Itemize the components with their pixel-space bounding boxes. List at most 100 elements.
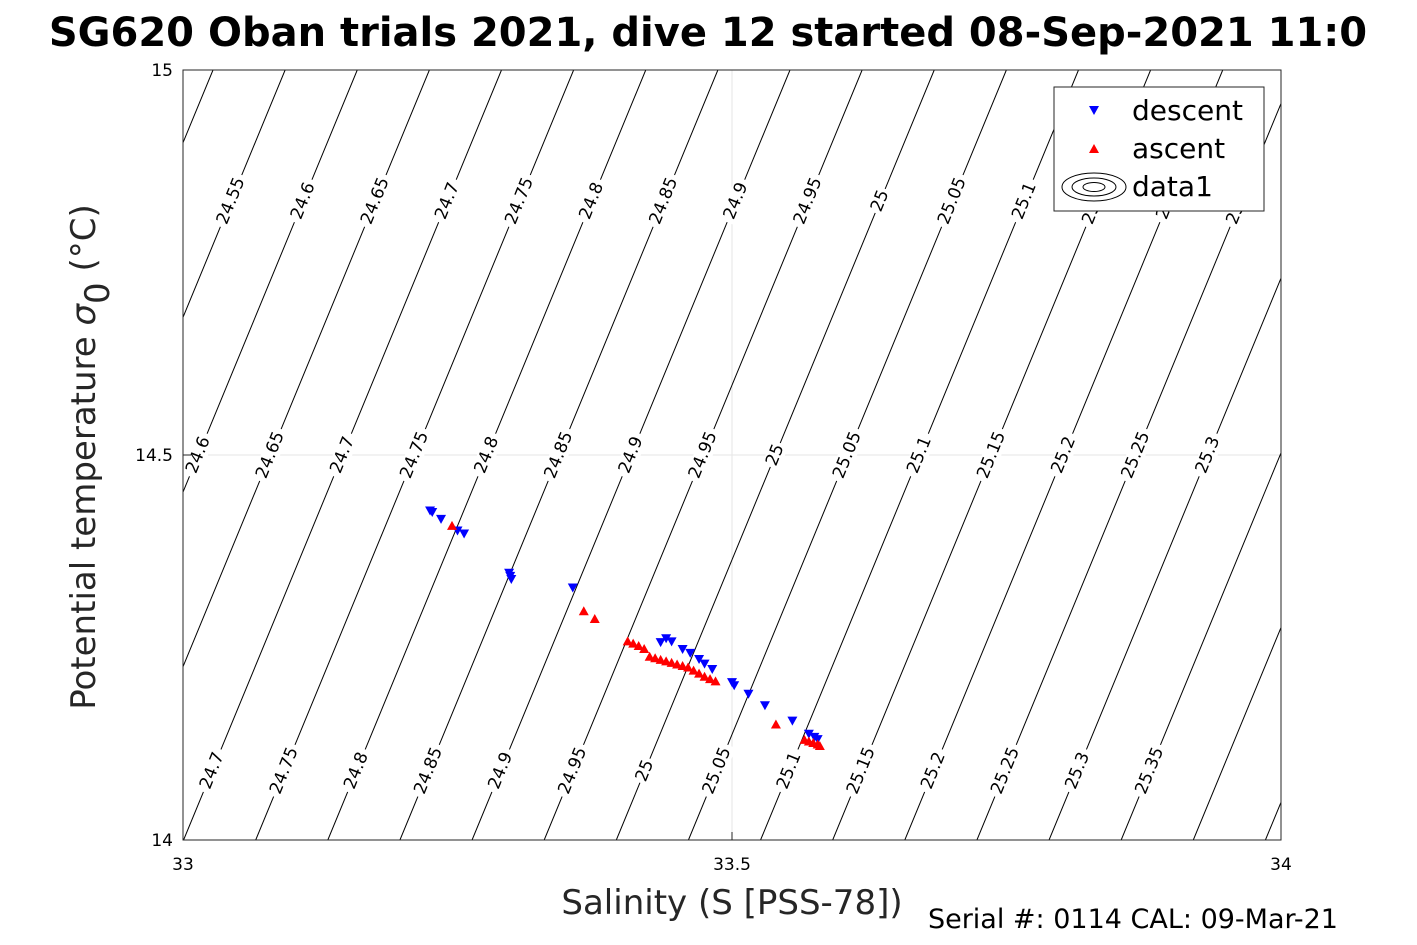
y-axis-ticks: 14 14.5 15 xyxy=(135,61,191,851)
isopycnal-label-bg xyxy=(553,741,592,801)
y-tick-label: 14 xyxy=(151,831,173,851)
isopycnal-line xyxy=(1120,451,1281,840)
ascent-point xyxy=(683,662,694,672)
descent-point xyxy=(666,637,677,647)
isopycnal-label-bg xyxy=(902,430,937,480)
y-tick-label: 14.5 xyxy=(135,446,173,466)
x-axis-label: Salinity (S [PSS-78]) xyxy=(561,883,902,923)
isopycnal-label-bg xyxy=(1060,746,1095,796)
ascent-point xyxy=(694,668,705,678)
isopycnal-label-bg xyxy=(212,171,250,231)
ascent-point xyxy=(639,644,650,654)
ascent-point xyxy=(672,659,683,669)
descent-point xyxy=(506,574,517,584)
isopycnal-label-bg xyxy=(789,171,827,231)
descent-point xyxy=(685,648,696,658)
legend-ascent-label: ascent xyxy=(1132,132,1225,165)
isopycnal-label-bg xyxy=(644,171,683,231)
legend-box xyxy=(1053,86,1265,212)
isopycnal-label-bg xyxy=(842,741,881,801)
isopycnal-label-bg xyxy=(933,171,972,231)
ascent-point xyxy=(655,654,666,664)
descent-point xyxy=(661,634,672,644)
descent-point xyxy=(436,514,447,524)
isopycnal-label-bg xyxy=(718,176,753,226)
isopycnal-label-bg xyxy=(1007,176,1042,226)
isopycnal-label-bg xyxy=(181,430,216,480)
descent-point xyxy=(677,645,688,655)
isopycnal-line xyxy=(183,70,214,144)
isopycnal-label-bg xyxy=(1117,425,1155,485)
descent-point xyxy=(729,681,740,691)
ascent-point xyxy=(628,638,639,648)
isopycnal-label-bg xyxy=(772,746,807,796)
ascent-point xyxy=(633,640,644,650)
isopycnal-label-bg xyxy=(195,746,230,796)
ascent-point xyxy=(699,671,710,681)
legend-descent-marker xyxy=(1089,106,1099,115)
ascent-point xyxy=(447,520,458,530)
ascent-point xyxy=(661,656,672,666)
ascent-point xyxy=(688,665,699,675)
isopycnal-line xyxy=(1192,626,1281,840)
ascent-point xyxy=(770,719,781,729)
x-axis-ticks: 33 33.5 34 xyxy=(172,832,1292,875)
x-tick-label: 34 xyxy=(1270,855,1292,875)
serial-cal-footer: Serial #: 0114 CAL: 09-Mar-21 xyxy=(928,904,1338,935)
isopycnal-label-bg xyxy=(972,425,1011,485)
ascent-point xyxy=(677,660,688,670)
isopycnal-label-bg xyxy=(916,746,951,796)
descent-point xyxy=(694,655,705,665)
y-tick-label: 15 xyxy=(151,61,173,81)
isopycnal-label-bg xyxy=(395,425,434,485)
isopycnal-label-bg xyxy=(762,439,789,471)
isopycnal-label-bg xyxy=(409,741,448,801)
isopycnal-label-bg xyxy=(430,176,465,226)
descent-point xyxy=(707,665,718,675)
descent-point xyxy=(759,701,770,711)
y-axis-label: Potential temperature σ0 (°C) xyxy=(64,204,118,710)
descent-point xyxy=(803,729,814,739)
isopycnal-label-bg xyxy=(1046,430,1081,480)
isopycnal-label-bg xyxy=(1191,430,1225,480)
isopycnal-label-bg xyxy=(828,425,867,485)
isopycnal-label-bg xyxy=(684,425,722,485)
descent-point xyxy=(699,659,710,669)
descent-point xyxy=(459,529,470,539)
isopycnal-label-bg xyxy=(866,185,894,217)
ascent-point xyxy=(710,676,721,686)
legend-contour-icon xyxy=(1061,172,1127,202)
chart-title: SG620 Oban trials 2021, dive 12 started … xyxy=(49,10,1367,56)
ascent-point xyxy=(650,653,661,663)
ascent-point xyxy=(666,657,677,667)
isopycnal-line xyxy=(1264,800,1281,840)
isopycnal-line xyxy=(1410,70,1417,840)
isopycnal-label-bg xyxy=(339,746,374,796)
isopycnal-label-bg xyxy=(251,425,290,485)
ascent-point xyxy=(644,651,655,661)
isopycnal-label-bg xyxy=(631,755,659,787)
ascent-point xyxy=(578,606,589,616)
isopycnal-label-bg xyxy=(1130,741,1169,801)
descent-point xyxy=(743,689,754,699)
x-tick-label: 33.5 xyxy=(713,855,751,875)
isopycnal-label-bg xyxy=(469,430,504,480)
y-axis-label-subscript: 0 xyxy=(78,282,118,304)
descent-point xyxy=(567,583,578,593)
ascent-point xyxy=(622,636,633,646)
y-axis-label-symbol: σ xyxy=(64,303,104,326)
legend-descent-label: descent xyxy=(1132,94,1243,127)
descent-point xyxy=(787,716,798,726)
legend: descent ascent data1 xyxy=(1053,86,1265,212)
isopycnal-label-bg xyxy=(483,746,518,796)
isopycnal-label-bg xyxy=(265,741,304,801)
isopycnal-label-bg xyxy=(500,171,539,231)
ascent-point xyxy=(589,614,600,624)
isopycnal-label-bg xyxy=(325,430,360,480)
isopycnal-label-bg xyxy=(614,430,648,480)
legend-contour-label: data1 xyxy=(1132,170,1213,203)
ascent-point xyxy=(814,741,825,751)
isopycnal-label-bg xyxy=(286,176,321,226)
isopycnal-label-bg xyxy=(698,741,736,801)
